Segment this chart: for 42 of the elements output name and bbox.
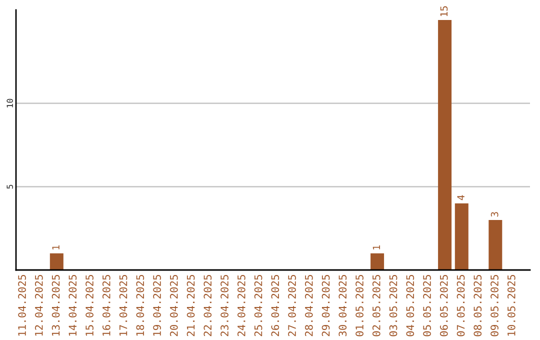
x-tick-label: 20.04.2025	[170, 275, 178, 336]
x-tick-label: 29.04.2025	[322, 275, 330, 336]
x-tick-label: 14.04.2025	[68, 275, 77, 336]
x-tick-label: 13.04.2025	[52, 275, 60, 336]
x-tick-label: 08.05.2025	[474, 275, 482, 336]
data-label: 3	[490, 212, 498, 217]
x-tick-label: 05.05.2025	[423, 275, 431, 336]
x-tick-label: 12.04.2025	[34, 275, 43, 336]
data-label: 1	[52, 245, 60, 250]
x-tick-label: 26.04.2025	[271, 275, 280, 336]
bar	[438, 20, 452, 270]
x-tick-label: 19.04.2025	[153, 275, 161, 336]
x-tick-label: 16.04.2025	[102, 275, 110, 336]
x-tick-label: 30.04.2025	[338, 275, 347, 336]
x-tick-label: 07.05.2025	[456, 275, 465, 336]
x-tick-label: 18.04.2025	[136, 275, 144, 336]
x-tick-label: 10.05.2025	[507, 275, 516, 336]
x-tick-label: 21.04.2025	[186, 275, 195, 336]
x-tick-label: 27.04.2025	[288, 275, 296, 336]
bar	[454, 203, 468, 270]
x-tick-label: 25.04.2025	[254, 275, 262, 336]
data-label: 15	[440, 6, 448, 16]
x-tick-label: 24.04.2025	[237, 275, 246, 336]
x-tick-label: 06.05.2025	[440, 275, 448, 336]
x-tick-label: 03.05.2025	[389, 275, 398, 336]
data-label: 1	[372, 245, 380, 250]
x-tick-label: 02.05.2025	[372, 275, 380, 336]
x-tick-label: 11.04.2025	[18, 275, 26, 336]
bar	[370, 253, 384, 270]
x-tick-label: 28.04.2025	[304, 275, 313, 336]
x-tick-label: 15.04.2025	[86, 275, 94, 336]
x-tick-label: 09.05.2025	[490, 275, 498, 336]
bar	[488, 220, 502, 270]
x-tick-label: 17.04.2025	[119, 275, 128, 336]
x-tick-label: 04.05.2025	[406, 275, 414, 336]
x-tick-label: 01.05.2025	[356, 275, 364, 336]
x-tick-label: 23.04.2025	[220, 275, 228, 336]
y-tick-label: 5	[6, 184, 13, 189]
data-label: 4	[457, 195, 464, 200]
y-tick-label: 10	[6, 98, 13, 108]
x-tick-label: 22.04.2025	[204, 275, 212, 336]
bar	[50, 253, 64, 270]
